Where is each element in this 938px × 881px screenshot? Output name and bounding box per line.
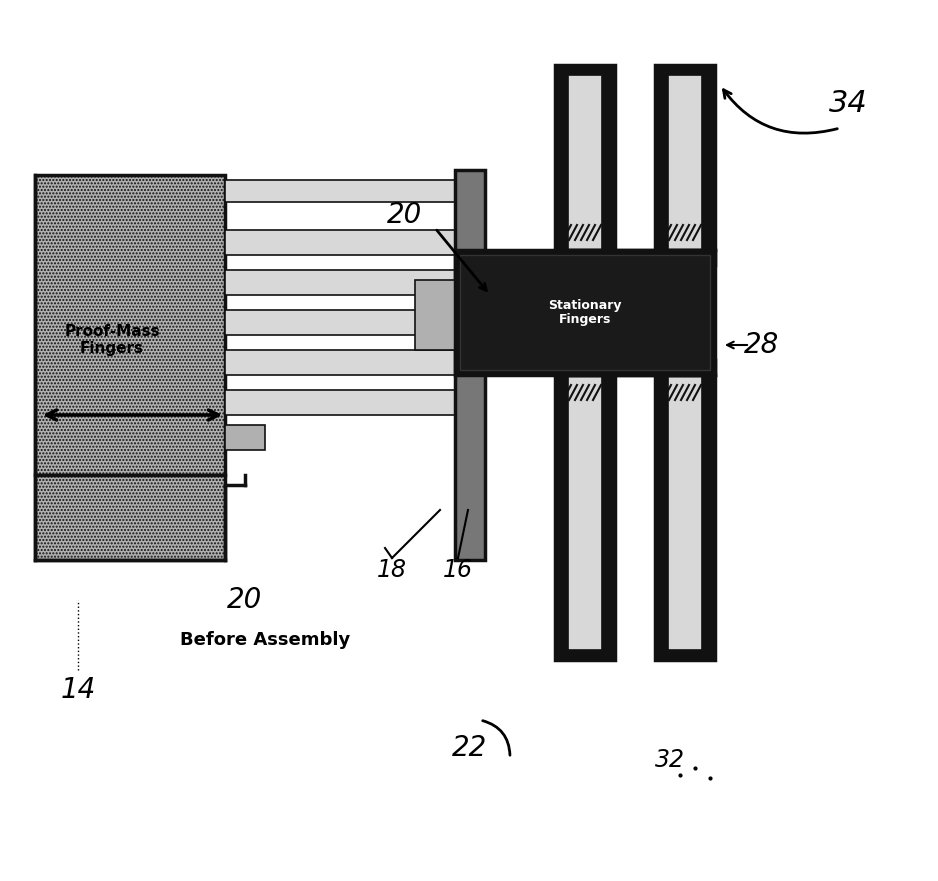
Bar [225, 310, 480, 335]
Bar [225, 425, 265, 450]
Bar [655, 650, 715, 660]
Bar [655, 65, 715, 250]
Bar [555, 65, 568, 250]
FancyArrowPatch shape [723, 90, 838, 133]
Bar [225, 390, 480, 415]
Text: 22: 22 [452, 734, 488, 762]
Text: Stationary
Fingers: Stationary Fingers [548, 299, 622, 327]
Text: 18: 18 [377, 558, 407, 582]
Text: 32: 32 [655, 748, 685, 772]
Text: 20: 20 [387, 201, 423, 229]
Bar [555, 375, 615, 660]
Text: Before Assembly: Before Assembly [180, 631, 350, 649]
Text: 20: 20 [227, 586, 263, 614]
FancyArrowPatch shape [483, 721, 510, 755]
Bar [35, 175, 225, 475]
Text: 34: 34 [828, 88, 868, 117]
Bar [655, 65, 715, 75]
Bar [555, 250, 715, 265]
Bar [555, 65, 615, 75]
Bar [702, 375, 715, 660]
Bar [415, 280, 460, 350]
Bar [655, 65, 668, 250]
Bar [455, 250, 715, 375]
Text: 28: 28 [745, 331, 779, 359]
Bar [702, 65, 715, 250]
Bar [655, 375, 715, 660]
Bar [455, 170, 485, 560]
Bar [225, 180, 480, 202]
Bar [555, 650, 615, 660]
Bar [555, 360, 715, 375]
Text: 14: 14 [60, 676, 96, 704]
Bar [602, 375, 615, 660]
Bar [35, 475, 225, 560]
Bar [225, 270, 480, 295]
Bar [460, 255, 710, 370]
Text: Proof-Mass
Fingers: Proof-Mass Fingers [64, 324, 159, 356]
Bar [555, 65, 615, 250]
Bar [655, 375, 668, 660]
Text: 16: 16 [443, 558, 473, 582]
Bar [225, 230, 480, 255]
Bar [225, 350, 480, 375]
Bar [602, 65, 615, 250]
Bar [555, 375, 568, 660]
